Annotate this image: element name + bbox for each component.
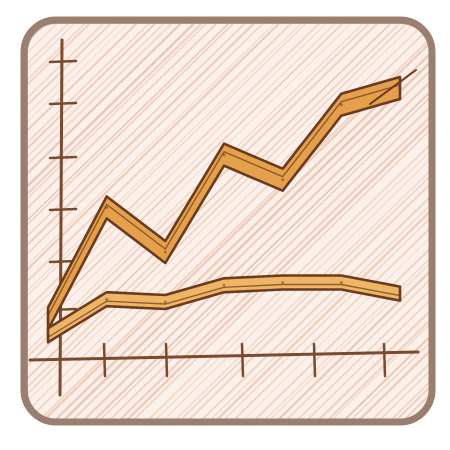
hatch-stroke: [0, 10, 17, 430]
hatch-stroke: [26, 22, 179, 420]
trend-arrow-tip: [369, 69, 417, 105]
series-ribbon: [46, 274, 402, 344]
hatch-stroke: [164, 22, 430, 420]
data-point: [281, 281, 285, 284]
hatch-stroke: [26, 22, 118, 420]
chart-series: [46, 69, 417, 344]
y-axis: [58, 38, 64, 397]
hatch-stroke: [316, 22, 430, 420]
hatch-stroke: [26, 22, 164, 420]
hatch-stroke: [190, 22, 430, 420]
data-point: [163, 250, 167, 254]
hatch-stroke: [26, 22, 126, 420]
hatch-stroke: [0, 10, 6, 430]
hatch-stroke: [144, 22, 430, 420]
data-point: [46, 317, 50, 321]
hatch-stroke: [26, 22, 196, 420]
hatch-stroke: [275, 22, 430, 420]
hatch-stroke: [443, 10, 450, 430]
hatch-stroke: [122, 22, 430, 420]
hatch-stroke: [152, 22, 430, 420]
hatch-stroke: [52, 22, 430, 420]
x-axis-ticks: [102, 342, 387, 378]
data-point: [339, 281, 343, 284]
y-tick: [48, 155, 78, 160]
hatch-stroke: [26, 22, 170, 420]
icon-frame-sketch: [26, 22, 431, 421]
data-point: [105, 297, 109, 301]
hatch-stroke: [26, 22, 269, 420]
x-tick: [102, 342, 107, 378]
hatch-stroke: [434, 10, 450, 430]
hatch-stroke: [286, 22, 430, 420]
hatch-stroke: [333, 22, 430, 420]
data-point: [281, 178, 285, 182]
hatch-stroke: [243, 22, 430, 420]
hatch-stroke: [26, 22, 221, 420]
hatch-stroke: [83, 22, 430, 420]
hatch-stroke: [115, 22, 430, 420]
hatch-stroke: [26, 22, 143, 420]
x-tick: [312, 342, 317, 378]
series-line: [47, 84, 401, 317]
hatch-stroke: [340, 22, 430, 420]
hatch-stroke: [26, 22, 152, 420]
hatch-stroke: [26, 22, 306, 420]
hatch-stroke: [321, 22, 430, 420]
hatch-stroke: [348, 22, 430, 420]
hatch-stroke: [26, 22, 384, 420]
hatch-stroke: [0, 10, 23, 430]
hatch-stroke: [108, 22, 430, 420]
hatch-stroke: [26, 22, 357, 420]
series-line: [47, 283, 401, 338]
hatch-stroke: [26, 22, 187, 420]
hatch-stroke: [89, 22, 430, 420]
hatch-stroke: [137, 22, 430, 420]
data-point: [222, 153, 226, 157]
y-tick: [48, 207, 78, 212]
hatch-stroke: [26, 22, 366, 420]
hatch-stroke: [205, 22, 430, 420]
hatch-stroke: [72, 22, 430, 420]
hatch-stroke: [98, 22, 430, 420]
series-2: [46, 274, 402, 344]
series-1: [46, 75, 402, 332]
hatch-stroke: [222, 22, 430, 420]
data-point: [398, 86, 402, 90]
y-tick: [48, 59, 78, 64]
hatch-stroke: [296, 22, 430, 420]
hatch-stroke: [199, 22, 430, 420]
hatch-stroke: [232, 22, 430, 420]
hatch-stroke: [26, 22, 105, 420]
hatch-stroke: [307, 22, 430, 420]
x-tick: [164, 342, 169, 378]
data-point: [339, 103, 343, 107]
data-point: [163, 300, 167, 304]
data-point: [46, 333, 50, 337]
hatch-stroke: [177, 22, 430, 420]
hatch-stroke: [26, 22, 217, 420]
hatch-stroke: [26, 22, 294, 420]
data-point: [105, 206, 109, 209]
hatch-stroke: [26, 22, 289, 420]
hatch-stroke: [61, 22, 430, 420]
x-tick: [382, 342, 387, 378]
data-point: [222, 283, 226, 287]
hatch-stroke: [267, 22, 430, 420]
hatch-stroke: [258, 22, 430, 420]
y-tick: [48, 101, 78, 106]
hatch-stroke: [26, 22, 248, 420]
hatch-stroke: [26, 22, 209, 420]
x-tick: [240, 342, 245, 378]
hatch-stroke: [253, 22, 430, 420]
icon-frame: [20, 16, 436, 426]
hatch-stroke: [26, 22, 378, 420]
data-point: [398, 292, 402, 296]
hatch-stroke: [26, 22, 260, 420]
hatch-stroke: [26, 22, 231, 420]
x-axis: [28, 350, 420, 362]
